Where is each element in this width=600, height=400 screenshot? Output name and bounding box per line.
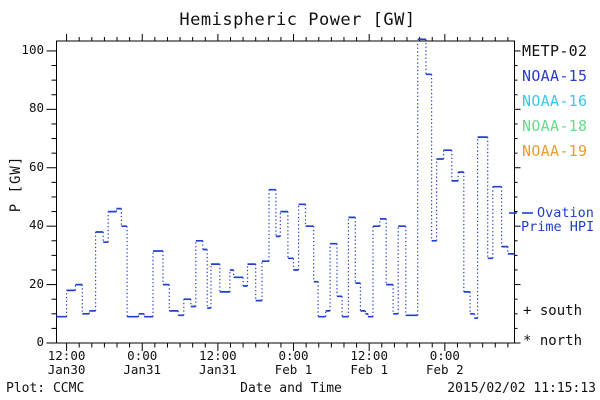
x-tick-label: 0:00 Jan31 [123, 348, 162, 377]
south-marker-label: + south [523, 303, 583, 319]
plot-credit: Plot: CCMC [6, 381, 85, 396]
legend-model-label-line2: Prime HPI [521, 219, 595, 235]
y-tick-label: 100 [21, 41, 44, 57]
x-tick-label: 0:00 Feb 2 [426, 348, 464, 377]
hpi-step-line-levels [56, 38, 515, 320]
y-tick-label: 60 [28, 158, 44, 174]
x-tick-label: 12:00 Feb 1 [350, 348, 388, 377]
north-marker-label: * north [523, 333, 583, 349]
legend-satellite-label: METP-02 [522, 42, 588, 60]
chart-title: Hemispheric Power [GW] [179, 10, 416, 30]
legend-satellite-label: NOAA-15 [522, 67, 588, 85]
legend-model-label-line1: Ovation [537, 205, 594, 221]
legend-satellite-label: NOAA-16 [522, 92, 588, 110]
legend-satellite-label: NOAA-19 [522, 142, 588, 160]
x-axis-title: Date and Time [240, 381, 342, 396]
hpi-step-line-transitions [66, 39, 509, 319]
plot-frame [56, 40, 515, 344]
plot-timestamp: 2015/02/02 11:15:13 [447, 381, 596, 396]
y-tick-label: 80 [28, 100, 44, 116]
y-tick-label: 40 [28, 217, 44, 233]
x-tick-label: 0:00 Feb 1 [274, 348, 313, 377]
legend-satellite-label: NOAA-18 [522, 117, 588, 135]
y-tick-label: 20 [28, 275, 44, 291]
x-tick-label: 12:00 Jan30 [47, 348, 86, 377]
x-tick-label: 12:00 Jan31 [199, 348, 237, 377]
y-tick-label: 0 [36, 334, 44, 349]
